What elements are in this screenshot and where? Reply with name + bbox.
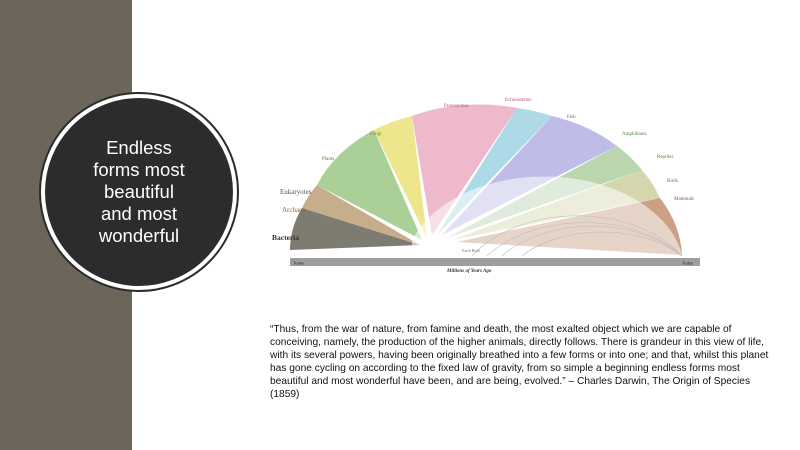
label-amphibians: Amphibians	[622, 132, 646, 137]
label-fish: Fish	[567, 115, 576, 120]
tree-of-life-figure: Bacteria Archaea Eukaryotes Plants Fungi…	[272, 98, 700, 274]
label-earth-birth: Earth Birth	[462, 248, 480, 253]
title-circle: Endless forms most beautiful and most wo…	[41, 94, 237, 290]
sector-protostomes	[412, 104, 517, 236]
fan-sectors	[290, 104, 682, 258]
axis-today-right: Today	[682, 261, 694, 266]
axis-label: Millions of Years Ago	[446, 269, 492, 274]
label-mammals: Mammals	[674, 197, 694, 202]
label-echinoderms: Echinoderms	[505, 98, 531, 103]
sector-fungi	[374, 116, 427, 238]
time-arc	[501, 225, 683, 257]
label-archaea: Archaea	[282, 206, 306, 214]
time-arc	[521, 231, 683, 257]
label-eukaryotes: Eukaryotes	[280, 188, 312, 196]
label-bacteria: Bacteria	[272, 233, 299, 242]
label-fungi: Fungi	[370, 132, 382, 137]
darwin-quote: “Thus, from the war of nature, from fami…	[270, 324, 769, 400]
time-arc	[486, 222, 683, 257]
axis-today-left: Today	[293, 261, 305, 266]
label-plants: Plants	[322, 157, 334, 162]
sector-plants	[317, 130, 422, 240]
group-labels: Bacteria Archaea Eukaryotes Plants Fungi…	[272, 98, 694, 253]
inner-white-arc	[412, 176, 682, 258]
label-birds: Birds	[667, 179, 678, 184]
sector-bacteria	[290, 208, 420, 250]
sector-archaea	[302, 185, 420, 245]
label-reptiles: Reptiles	[657, 155, 673, 160]
time-arc	[471, 215, 683, 257]
time-axis-bar	[290, 258, 700, 266]
slide-title: Endless forms most beautiful and most wo…	[93, 137, 185, 246]
label-protostomes: Protostomes	[444, 104, 469, 109]
time-arcs	[471, 215, 683, 257]
